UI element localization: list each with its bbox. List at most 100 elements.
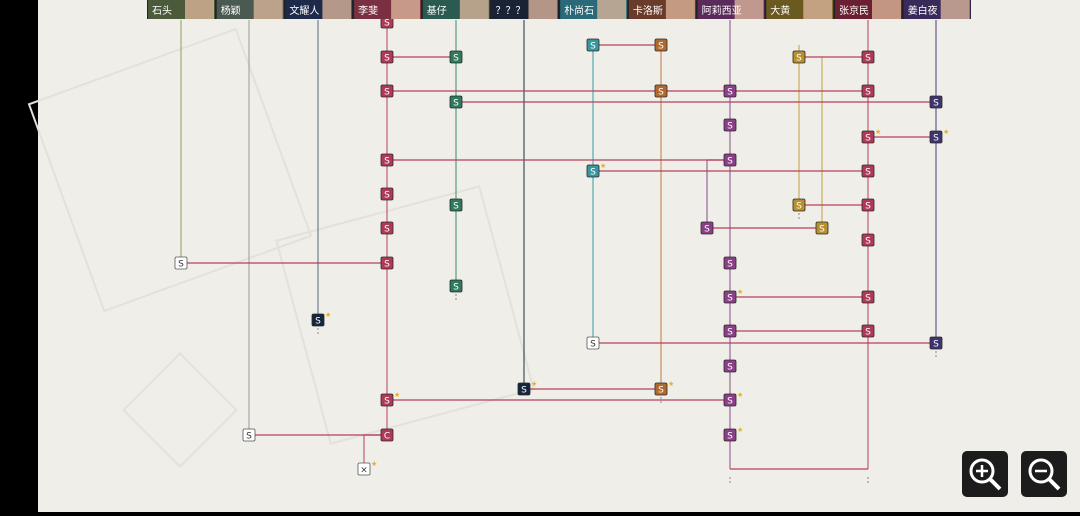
story-node[interactable] <box>723 256 737 270</box>
new-badge: ★ <box>371 460 377 468</box>
zoom-out-button[interactable] <box>1021 451 1067 497</box>
character-name: 朴尚石 <box>564 4 594 17</box>
story-node[interactable] <box>861 84 875 98</box>
story-node[interactable] <box>380 84 394 98</box>
story-node[interactable] <box>861 130 875 144</box>
bg-decor <box>27 27 535 468</box>
story-node[interactable] <box>929 336 943 350</box>
node-label: S <box>727 260 733 270</box>
story-node[interactable] <box>654 382 668 396</box>
new-badge: ★ <box>737 391 743 399</box>
node-label: S <box>727 122 733 132</box>
node-label: S <box>933 99 939 109</box>
story-node[interactable] <box>700 221 714 235</box>
story-node[interactable] <box>861 290 875 304</box>
node-label: S <box>453 202 459 212</box>
story-node[interactable] <box>929 130 943 144</box>
story-node[interactable] <box>654 84 668 98</box>
background <box>38 0 1080 512</box>
story-node[interactable] <box>723 393 737 407</box>
node-label: S <box>384 54 390 64</box>
story-node[interactable] <box>380 393 394 407</box>
story-node[interactable] <box>861 198 875 212</box>
story-node[interactable] <box>449 279 463 293</box>
story-node[interactable] <box>723 359 737 373</box>
story-node[interactable] <box>311 313 325 327</box>
character-name: 杨颖 <box>221 4 241 17</box>
node-label: S <box>796 54 802 64</box>
node-label: S <box>384 191 390 201</box>
story-node[interactable] <box>654 38 668 52</box>
story-node[interactable] <box>929 95 943 109</box>
story-node[interactable] <box>723 84 737 98</box>
story-node[interactable] <box>517 382 531 396</box>
node-label: S <box>933 340 939 350</box>
new-badge: ★ <box>737 426 743 434</box>
portrait <box>391 0 421 19</box>
new-badge: ★ <box>325 311 331 319</box>
node-label: S <box>178 260 184 270</box>
story-node[interactable] <box>380 153 394 167</box>
story-node[interactable] <box>792 50 806 64</box>
node-label: S <box>658 88 664 98</box>
story-node[interactable] <box>449 95 463 109</box>
story-node[interactable] <box>586 164 600 178</box>
node-label: S <box>727 294 733 304</box>
story-node[interactable] <box>449 198 463 212</box>
portrait <box>185 0 214 19</box>
new-badge: ★ <box>394 391 400 399</box>
node-label: S <box>865 202 871 212</box>
node-label: S <box>865 328 871 338</box>
node-label: S <box>865 168 871 178</box>
story-node[interactable] <box>586 38 600 52</box>
story-node[interactable] <box>723 153 737 167</box>
story-node[interactable] <box>723 428 737 442</box>
story-node[interactable] <box>861 164 875 178</box>
character-name: 卡洛斯 <box>633 4 663 17</box>
story-node[interactable] <box>242 428 256 442</box>
node-label: C <box>384 432 390 442</box>
story-node[interactable] <box>723 290 737 304</box>
character-name: 文耀人 <box>289 4 319 17</box>
node-label: S <box>384 157 390 167</box>
story-node[interactable] <box>449 50 463 64</box>
node-label: S <box>384 88 390 98</box>
node-label: S <box>865 237 871 247</box>
story-node[interactable] <box>861 233 875 247</box>
story-node[interactable] <box>380 256 394 270</box>
story-node[interactable] <box>380 50 394 64</box>
story-node[interactable] <box>861 50 875 64</box>
character-name: 张京民 <box>839 4 869 17</box>
story-node[interactable] <box>380 187 394 201</box>
story-node[interactable] <box>815 221 829 235</box>
connections <box>180 20 937 485</box>
portrait <box>253 0 283 19</box>
story-node[interactable] <box>723 118 737 132</box>
node-label: S <box>590 42 596 52</box>
new-badge: ★ <box>600 162 606 170</box>
story-node[interactable] <box>357 462 371 476</box>
node-label: S <box>727 397 733 407</box>
portrait <box>665 0 695 19</box>
story-node[interactable] <box>586 336 600 350</box>
zoom-in-button[interactable] <box>962 451 1008 497</box>
story-node[interactable] <box>174 256 188 270</box>
node-label: S <box>727 432 733 442</box>
story-node[interactable] <box>380 221 394 235</box>
new-badge: ★ <box>943 128 949 136</box>
node-label: S <box>865 134 871 144</box>
story-node[interactable] <box>861 324 875 338</box>
node-label: × <box>360 466 368 476</box>
left-edge <box>0 0 38 512</box>
node-label: S <box>384 19 390 29</box>
story-node[interactable] <box>723 324 737 338</box>
node-label: S <box>521 386 527 396</box>
character-name: 大黄 <box>770 4 790 17</box>
portrait <box>597 0 627 19</box>
new-badge: ★ <box>531 380 537 388</box>
story-node[interactable] <box>792 198 806 212</box>
nodes: S S S S S S S S S S S S S S S ★ S ★ S S S ★ S S S S S S S S S S S S S S ★ S S ★… <box>174 15 949 476</box>
story-node[interactable] <box>380 428 394 442</box>
